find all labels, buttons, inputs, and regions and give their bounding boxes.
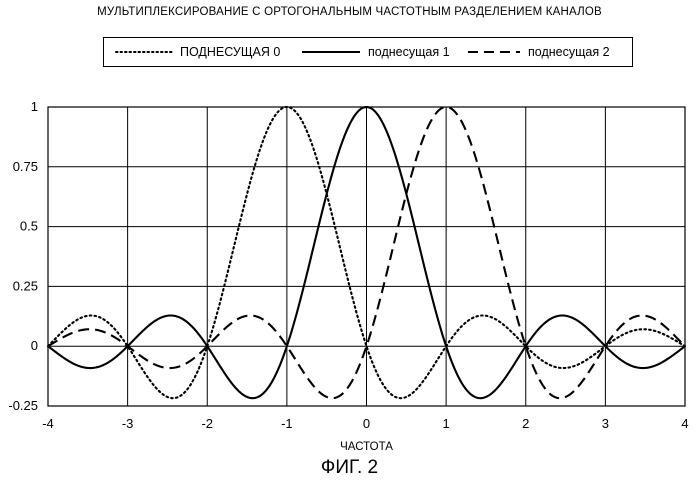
figure-caption: ФИГ. 2: [0, 457, 699, 479]
x-tick-label: 4: [681, 416, 688, 431]
y-tick-label: -0.25: [8, 398, 38, 413]
x-tick-label: -2: [201, 416, 213, 431]
x-tick-label: -4: [42, 416, 54, 431]
y-tick-label: 0.75: [13, 159, 38, 174]
x-tick-label: 1: [443, 416, 450, 431]
x-tick-label: -1: [281, 416, 293, 431]
y-tick-label: 0: [31, 338, 38, 353]
x-tick-label: -3: [122, 416, 134, 431]
x-tick-label: 0: [363, 416, 370, 431]
x-tick-label: 2: [522, 416, 529, 431]
y-tick-label: 0.5: [20, 219, 38, 234]
axes: -4 -3 -2 -1 0 1 2 3 4 -0.25 0 0.25 0.5 0.75 1 ЧАСТОТА: [8, 99, 688, 453]
y-tick-label: 1: [31, 99, 38, 114]
x-axis-label: ЧАСТОТА: [340, 441, 393, 453]
x-tick-label: 3: [602, 416, 609, 431]
y-tick-label: 0.25: [13, 278, 38, 293]
grid: [48, 107, 685, 406]
